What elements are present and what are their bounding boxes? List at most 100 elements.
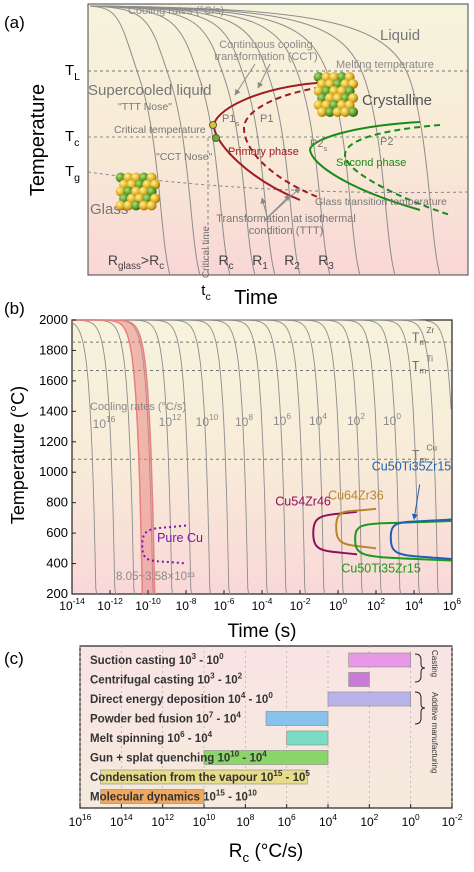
p1s-label: P1s bbox=[222, 113, 239, 128]
x-tick-label: 10-8 bbox=[176, 596, 197, 613]
y-tick-label: 1400 bbox=[39, 403, 68, 418]
cooling-curve bbox=[89, 5, 231, 276]
panel-label: (b) bbox=[4, 299, 25, 318]
group-label: Additive manufacturing bbox=[430, 692, 439, 773]
x-tick-label: 1012 bbox=[151, 812, 174, 829]
x-tick-label: 1016 bbox=[69, 812, 92, 829]
ytick-label: TL bbox=[65, 62, 80, 83]
cooling-rate-label: 1012 bbox=[159, 412, 182, 429]
y-tick-label: 1200 bbox=[39, 434, 68, 449]
cooling-rate-label: 108 bbox=[235, 412, 253, 429]
second-phase-start bbox=[308, 121, 421, 211]
bar-label: Melt spinning 106 - 104 bbox=[90, 730, 213, 745]
plot-area bbox=[71, 319, 453, 595]
x-tick-label: 104 bbox=[405, 596, 423, 613]
x-tick-label: 108 bbox=[236, 812, 254, 829]
y-tick-label: 1800 bbox=[39, 342, 68, 357]
series-label: Pure Cu bbox=[157, 531, 203, 545]
x-tick-label: 10-6 bbox=[214, 596, 235, 613]
second-phase-finish bbox=[343, 124, 451, 216]
cooling-curve bbox=[71, 322, 98, 595]
primary-phase-label: Primary phase bbox=[228, 146, 299, 158]
glass-atoms bbox=[115, 172, 161, 211]
p1-label: P1 bbox=[260, 113, 273, 125]
cooling-rate-label: 1010 bbox=[196, 412, 219, 429]
series-label: Cu50Ti35Zr15 bbox=[372, 460, 451, 474]
plot-area bbox=[87, 3, 469, 276]
cooling-curve bbox=[89, 5, 441, 276]
bar bbox=[327, 691, 411, 707]
y-tick-label: 200 bbox=[46, 586, 68, 601]
cooling-curve bbox=[89, 5, 396, 276]
xtick-label: tc bbox=[201, 282, 210, 303]
x-tick-label: 10-2 bbox=[290, 596, 311, 613]
bar bbox=[100, 769, 308, 785]
y-axis-label: Temperature (°C) bbox=[8, 386, 28, 524]
bar-label: Molecular dynamics 1015 - 1010 bbox=[90, 789, 257, 804]
x-tick-label: 10-10 bbox=[135, 596, 161, 613]
x-axis-label: Rc (°C/s) bbox=[229, 841, 303, 865]
group-label: Casting bbox=[430, 650, 439, 677]
additive-brace bbox=[414, 691, 426, 725]
glass-transition-label: Glass transition temperature bbox=[315, 196, 447, 208]
y-tick-label: 1600 bbox=[39, 373, 68, 388]
melting-reference-label: TmZr bbox=[412, 325, 434, 347]
cooling-curve bbox=[89, 5, 331, 276]
y-tick-label: 400 bbox=[46, 556, 68, 571]
cooling-rate-label: 102 bbox=[347, 411, 365, 428]
bar bbox=[286, 730, 329, 746]
atom bbox=[131, 200, 142, 211]
atom bbox=[123, 200, 134, 211]
bar-label: Condensation from the vapour 1015 - 105 bbox=[90, 769, 310, 784]
ttt-curve bbox=[389, 518, 453, 560]
x-tick-label: 106 bbox=[443, 596, 461, 613]
critical-temp-label: Critical temperature bbox=[114, 124, 206, 136]
ttt-nose-marker bbox=[209, 121, 217, 129]
liquid-label: Liquid bbox=[380, 27, 420, 44]
bar bbox=[265, 711, 329, 726]
bar bbox=[203, 750, 329, 765]
x-tick-label: 100 bbox=[329, 596, 347, 613]
x-tick-label: 10-4 bbox=[252, 596, 273, 613]
x-tick-label: 10-12 bbox=[97, 596, 123, 613]
x-tick-label: 1010 bbox=[193, 812, 216, 829]
bar bbox=[348, 652, 411, 668]
supercooled-label: Supercooled liquid bbox=[88, 82, 211, 99]
series-label: Cu54Zr46 bbox=[275, 495, 331, 509]
ttt-curve bbox=[312, 510, 358, 556]
ttt-curve bbox=[354, 519, 453, 562]
atom bbox=[332, 107, 343, 117]
x-tick-label: 102 bbox=[367, 596, 385, 613]
atom bbox=[146, 200, 157, 211]
cooling-curve bbox=[89, 5, 201, 276]
bar bbox=[348, 672, 370, 687]
critical-band bbox=[72, 320, 155, 594]
cooling-rate-label: 1016 bbox=[93, 414, 116, 431]
melting-reference-label: TmCu bbox=[412, 442, 437, 464]
cooling-rate-label: 100 bbox=[383, 411, 401, 428]
cooling-curve bbox=[89, 5, 301, 276]
x-tick-label: 102 bbox=[360, 812, 378, 829]
cooling-curve bbox=[72, 319, 452, 410]
atom bbox=[115, 200, 126, 211]
annotation-arrow bbox=[264, 194, 291, 221]
melting-reference-label: TmTi bbox=[412, 354, 433, 376]
casting-brace bbox=[414, 653, 426, 683]
atom bbox=[340, 107, 351, 117]
critical-time-label: Critical time bbox=[201, 225, 212, 278]
isothermal-label-2: condition (TTT) bbox=[249, 225, 324, 237]
primary-phase-finish bbox=[242, 85, 331, 199]
cct-nose-marker bbox=[212, 134, 220, 142]
panel-a: (a) TL Tc Tg Temperature Time tc Cooling rates … bbox=[4, 3, 469, 309]
bar-label: Gun + splat quenching 1010 - 104 bbox=[90, 750, 267, 765]
y-tick-label: 2000 bbox=[39, 312, 68, 327]
cct-label-2: transformation (CCT) bbox=[214, 51, 317, 63]
x-tick-label: 10-2 bbox=[442, 812, 463, 829]
crystal-atoms bbox=[313, 72, 359, 117]
x-tick-label: 1014 bbox=[110, 812, 133, 829]
panel-c: (c) 1016 1014 1012 1010 108 106 104 102 100 10-2 Su… bbox=[4, 645, 463, 865]
bar-label: Suction casting 103 - 100 bbox=[90, 652, 224, 667]
p2-label: P2 bbox=[380, 136, 393, 148]
cooling-curve bbox=[89, 5, 171, 276]
x-tick-label: 10-14 bbox=[59, 596, 85, 613]
